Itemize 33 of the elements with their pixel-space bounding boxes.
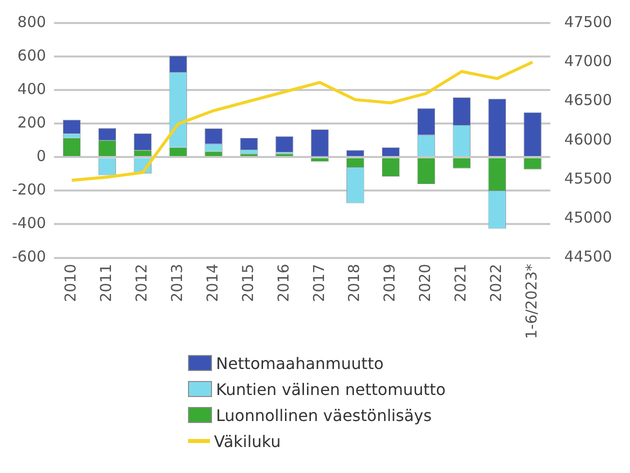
y-tick-label: -200 xyxy=(12,180,46,199)
x-tick-label: 2015 xyxy=(238,264,257,302)
x-tick-label: 2018 xyxy=(345,264,364,302)
y-tick-label: 600 xyxy=(17,46,46,64)
y-tick-label: 400 xyxy=(17,80,46,98)
y2-tick-label: 46000 xyxy=(564,130,612,148)
y-tick-label: 0 xyxy=(36,147,46,166)
x-tick-label: 1-6/2023* xyxy=(522,263,540,340)
y2-tick-label: 45500 xyxy=(564,169,612,188)
y-tick-label: 800 xyxy=(17,12,46,31)
y2-tick-label: 44500 xyxy=(564,248,612,266)
x-tick-label: 2022 xyxy=(487,264,506,302)
x-tick-label: 2016 xyxy=(274,264,292,302)
legend-label: Väkiluku xyxy=(214,432,281,450)
x-tick-label: 2020 xyxy=(416,264,434,302)
legend-label: Nettomaahanmuutto xyxy=(216,354,384,372)
x-tick-label: 2014 xyxy=(203,264,222,302)
y-tick-label: 200 xyxy=(17,114,46,132)
legend-label: Luonnollinen väestönlisäys xyxy=(216,406,432,424)
x-tick-label: 2010 xyxy=(62,264,80,302)
legend-label: Kuntien välinen nettomuutto xyxy=(216,380,446,398)
x-tick-label: 2019 xyxy=(380,264,399,302)
x-tick-label: 2013 xyxy=(168,264,186,302)
y-tick-label: -400 xyxy=(12,214,46,232)
x-tick-label: 2021 xyxy=(452,264,470,302)
x-tick-label: 2012 xyxy=(132,264,151,302)
x-tick-label: 2011 xyxy=(97,264,116,302)
y2-tick-label: 47000 xyxy=(564,52,612,70)
y2-tick-label: 45000 xyxy=(564,208,612,227)
y2-tick-label: 46500 xyxy=(564,91,612,110)
y-tick-label: -600 xyxy=(12,248,46,266)
x-tick-label: 2017 xyxy=(310,264,328,302)
y2-tick-label: 47500 xyxy=(564,12,612,31)
